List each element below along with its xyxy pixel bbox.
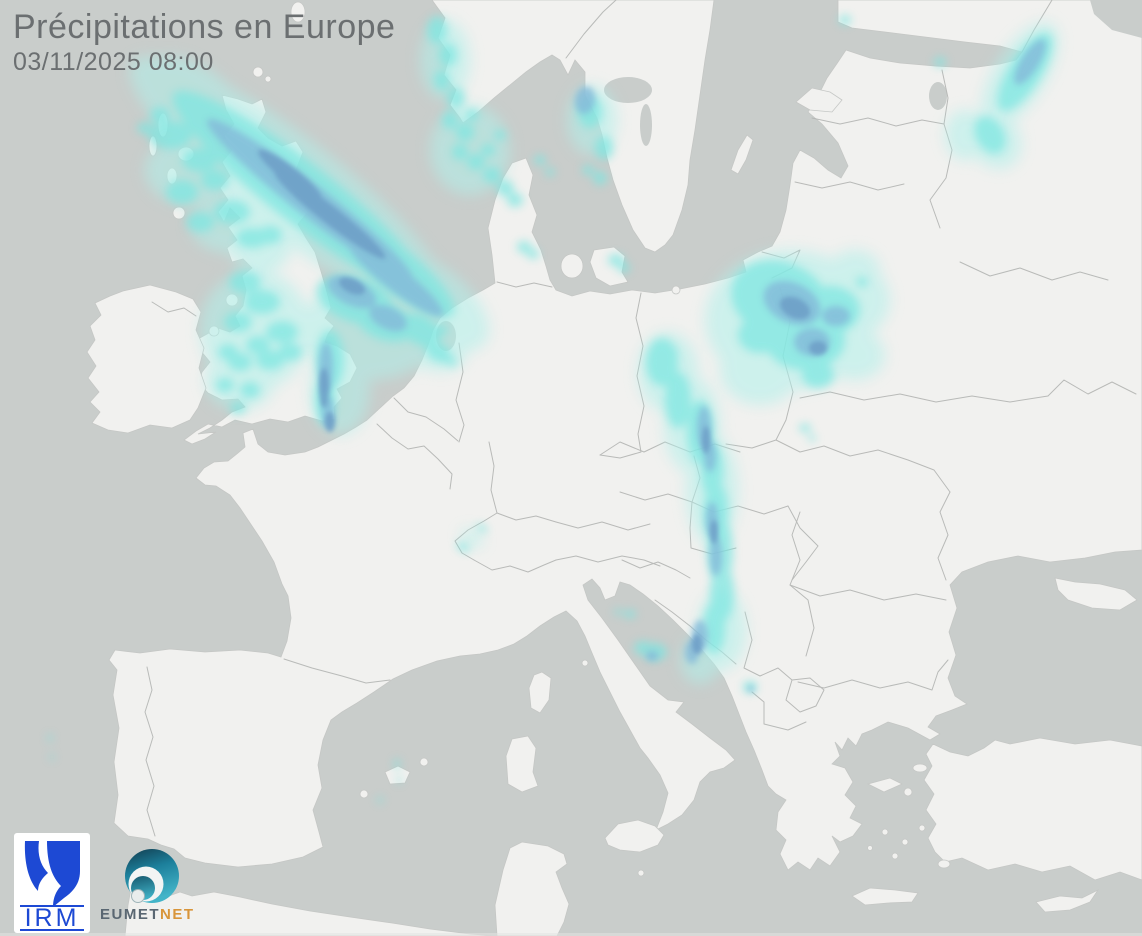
land-continental-europe bbox=[108, 0, 1142, 871]
land-turkey bbox=[923, 737, 1142, 881]
irm-logo-graphic: IRM bbox=[14, 833, 90, 933]
lake-vattern bbox=[640, 104, 652, 146]
irm-logo: IRM bbox=[14, 833, 90, 933]
eumetnet-logo: EUMETNET bbox=[100, 843, 212, 927]
land-sicily bbox=[604, 819, 665, 853]
lake-vanern bbox=[604, 77, 652, 103]
land-ibiza bbox=[359, 789, 369, 799]
map-bottom-edge bbox=[0, 933, 1142, 936]
land-funen bbox=[560, 253, 584, 279]
land-aegean-islands bbox=[866, 763, 951, 869]
land-malta bbox=[637, 869, 645, 877]
land-bornholm bbox=[671, 285, 681, 295]
land-menorca bbox=[419, 757, 429, 767]
landmasses bbox=[86, 0, 1142, 936]
land-elba bbox=[581, 659, 589, 667]
irm-wave-icon bbox=[24, 841, 80, 907]
svg-text:EUMETNET: EUMETNET bbox=[100, 906, 195, 923]
eumetnet-label-eumet: EUMET bbox=[100, 906, 160, 923]
lake-peipus bbox=[929, 82, 947, 110]
eumetnet-spiral-icon bbox=[125, 849, 179, 903]
land-north-africa bbox=[124, 841, 570, 936]
irm-logo-label: IRM bbox=[25, 904, 80, 932]
lake-ladoga bbox=[1090, 0, 1142, 38]
precipitation-intense bbox=[258, 149, 827, 654]
land-corsica bbox=[528, 671, 552, 714]
land-sardinia bbox=[505, 735, 539, 793]
sea-of-azov bbox=[1112, 557, 1142, 577]
land-saaremaa bbox=[795, 87, 843, 113]
eumetnet-label-net: NET bbox=[160, 906, 195, 923]
eumetnet-logo-graphic: EUMETNET bbox=[100, 849, 195, 923]
land-gotland bbox=[730, 134, 754, 175]
land-crimea bbox=[1054, 577, 1138, 611]
land-cyprus bbox=[1035, 888, 1100, 913]
land-ireland bbox=[86, 284, 207, 434]
land-crete bbox=[851, 887, 919, 906]
